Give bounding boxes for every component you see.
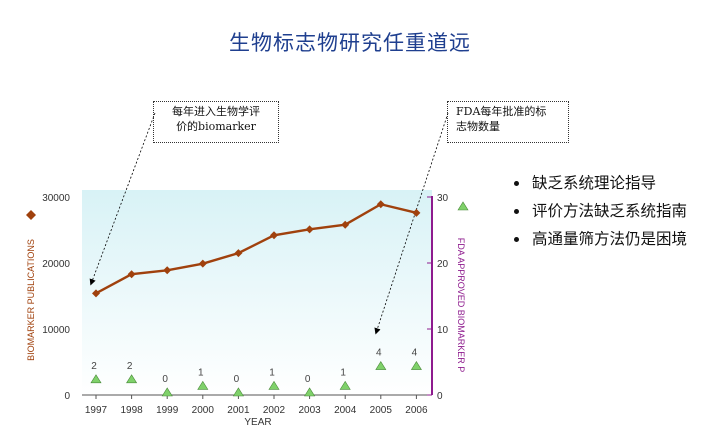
fda-data-label: 1 [198, 367, 204, 378]
x-tick-label: 2003 [298, 405, 321, 416]
slide-title: 生物标志物研究任重道远 [229, 31, 471, 55]
x-tick-label: 1997 [85, 405, 108, 416]
fda-data-label: 0 [305, 374, 311, 385]
fda-data-label: 2 [91, 361, 97, 372]
callout-publications: 每年进入生物学评 价的biomarker [153, 101, 279, 143]
bullet-text: 高通量筛方法仍是困境 [532, 230, 688, 248]
callout-line: 价的biomarker [176, 120, 256, 133]
publications-point [92, 289, 100, 298]
publications-point [127, 270, 136, 279]
publications-point [234, 249, 243, 258]
fda-point [375, 361, 387, 370]
bullet-item: 高通量筛方法仍是困境 [510, 228, 706, 250]
legend-diamond-marker [26, 210, 36, 220]
fda-data-label: 4 [376, 348, 382, 359]
publications-point [305, 225, 314, 234]
publications-line [95, 202, 417, 295]
bullet-dot-icon [514, 237, 519, 242]
bullet-text: 缺乏系统理论指导 [532, 174, 657, 192]
x-tick-label: 1998 [120, 405, 143, 416]
bullet-item: 缺乏系统理论指导 [510, 172, 706, 194]
callout-line: 志物数量 [456, 120, 500, 133]
fda-point [126, 374, 138, 384]
bullet-text: 评价方法缺乏系统指南 [532, 202, 688, 220]
fda-point [304, 387, 316, 397]
fda-data-label: 0 [234, 374, 240, 385]
x-tick-label: 2001 [227, 405, 250, 416]
fda-data-label: 1 [269, 367, 275, 378]
fda-point [410, 361, 422, 370]
x-tick-label: 2004 [334, 405, 357, 416]
fda-point [90, 374, 102, 384]
fda-data-label: 4 [412, 348, 418, 359]
fda-data-label: 1 [340, 367, 346, 378]
x-tick-label: 2005 [370, 405, 393, 416]
callout-fda: FDA每年批准的标 志物数量 [447, 101, 569, 143]
x-axis-title: YEAR [244, 417, 271, 428]
y-tick-label-right: 30 [437, 193, 449, 204]
fda-point [232, 387, 244, 397]
fda-point [197, 380, 209, 390]
y-tick-label-left: 10000 [42, 325, 70, 336]
publications-point [163, 266, 172, 275]
x-tick-label: 2000 [192, 405, 215, 416]
bullet-dot-icon [514, 181, 519, 186]
publications-point [412, 208, 421, 217]
bullet-list: 缺乏系统理论指导 评价方法缺乏系统指南 高通量筛方法仍是困境 [510, 172, 706, 256]
x-tick-label: 2002 [263, 405, 286, 416]
callout-arrow [89, 112, 156, 286]
fda-point [161, 387, 173, 397]
bullet-item: 评价方法缺乏系统指南 [510, 200, 706, 222]
y-axis-title-right: FDA APPROVED BIOMARKER P [456, 238, 466, 373]
fda-data-label: 0 [162, 374, 168, 385]
publications-point [198, 259, 207, 268]
publications-point [270, 231, 278, 240]
y-tick-label-right: 0 [437, 391, 443, 402]
y-tick-label-right: 20 [437, 259, 449, 270]
callout-line: 每年进入生物学评 [172, 105, 260, 118]
plot-area [82, 190, 432, 395]
publications-point [376, 200, 385, 209]
callout-line: FDA每年批准的标 [456, 105, 547, 118]
fda-point [339, 380, 351, 390]
callout-arrow [374, 112, 449, 335]
fda-point [268, 380, 280, 390]
bullet-dot-icon [514, 209, 519, 214]
y-tick-label-left: 30000 [42, 193, 70, 204]
y-tick-label-left: 0 [64, 391, 70, 402]
legend-triangle-marker [457, 201, 469, 211]
publications-point [341, 220, 350, 229]
x-tick-label: 1999 [156, 405, 179, 416]
y-tick-label-left: 20000 [42, 259, 70, 270]
fda-data-label: 2 [127, 361, 133, 372]
x-tick-label: 2006 [405, 405, 428, 416]
y-tick-label-right: 10 [437, 325, 449, 336]
y-axis-title-left: BIOMARKER PUBLICATIONS [26, 239, 36, 361]
